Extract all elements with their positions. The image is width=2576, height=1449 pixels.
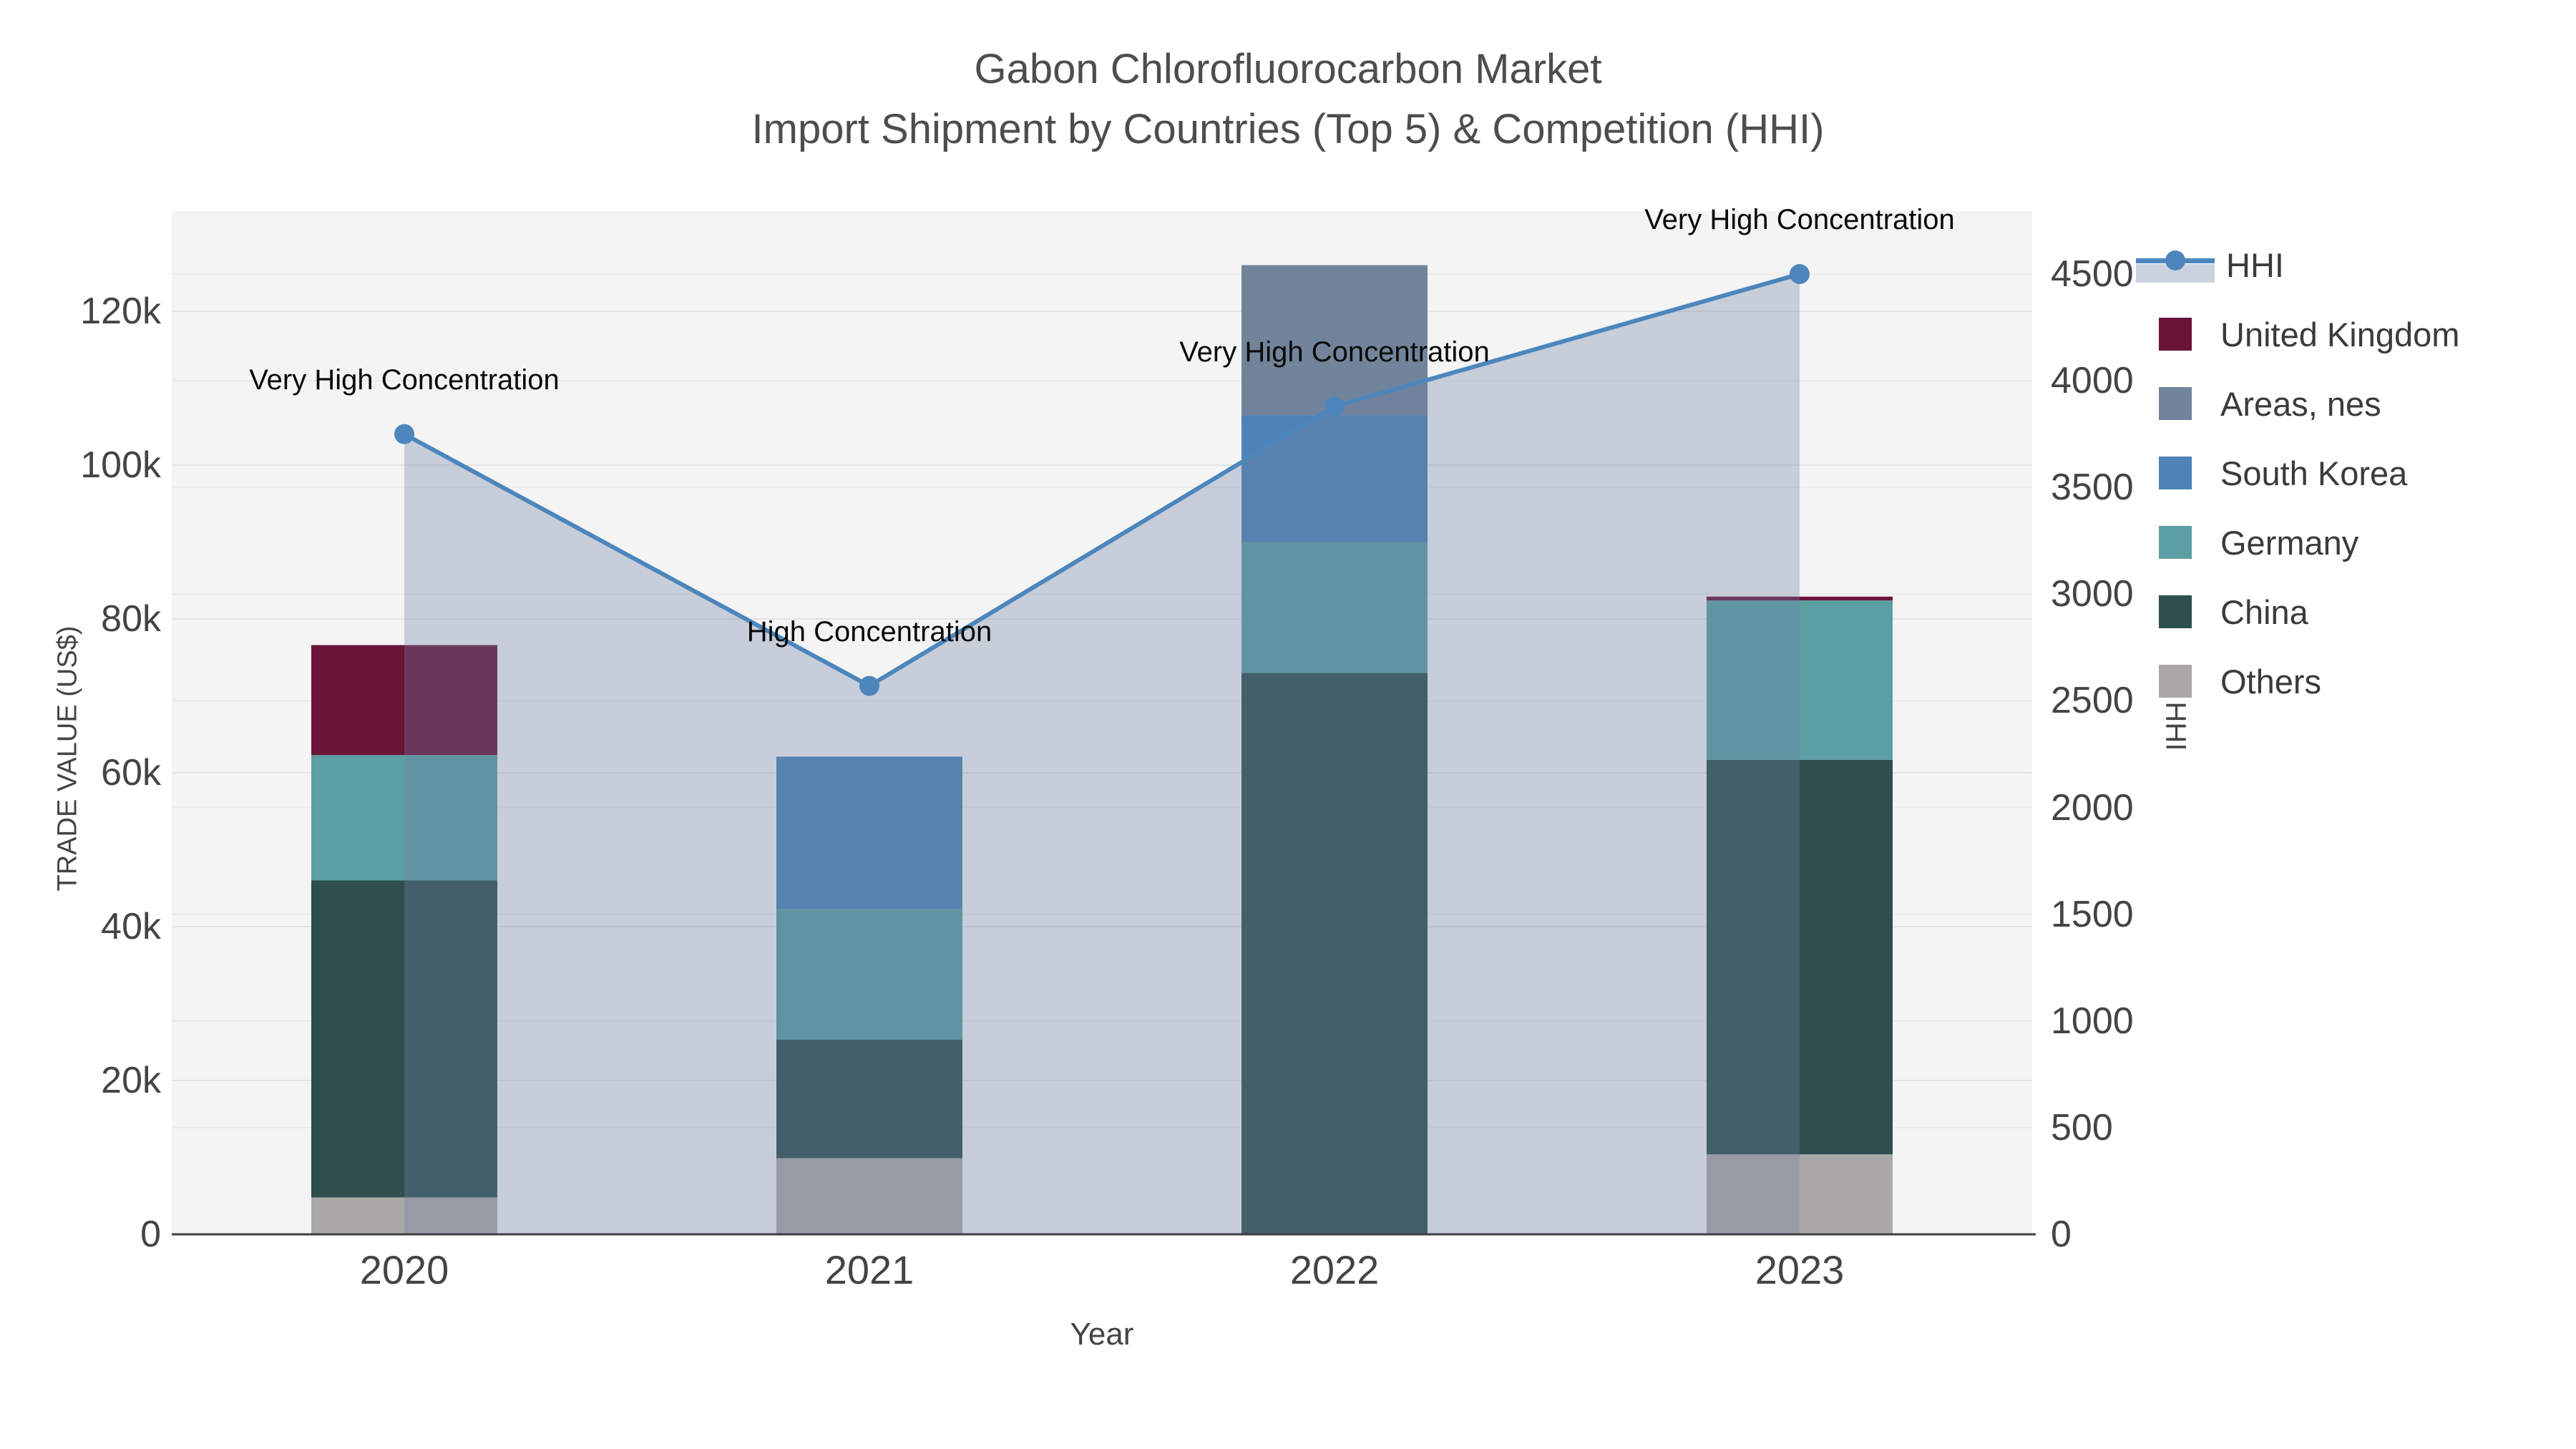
legend-item-south-korea[interactable]: South Korea [2136,444,2407,502]
legend-swatch-icon [2159,526,2192,559]
annotation-2021: High Concentration [746,615,992,648]
bar-segment-china-2020[interactable] [311,880,497,1198]
chart-title: Gabon Chlorofluorocarbon Market Import S… [0,39,2576,160]
y-right-tick-label: 1000 [2051,1000,2134,1042]
y-left-tick-label: 20k [101,1060,161,1101]
y-right-tick-label: 3500 [2051,467,2134,509]
x-tick-label-2021: 2021 [824,1247,914,1292]
legend-label: Others [2220,662,2322,701]
legend-swatch-icon [2159,318,2192,351]
hhi-marker-2020[interactable] [394,424,414,444]
legend-item-areas-nes[interactable]: Areas, nes [2136,375,2381,432]
y-right-tick-label: 0 [2051,1214,2072,1255]
legend-label: United Kingdom [2220,315,2460,353]
legend-item-others[interactable]: Others [2136,653,2321,710]
bar-segment-others-2021[interactable] [776,1158,962,1234]
legend-item-germany[interactable]: Germany [2136,514,2358,571]
bar-segment-china-2021[interactable] [776,1040,962,1158]
y-left-tick-label: 100k [80,444,161,486]
bar-segment-south-korea-2022[interactable] [1241,415,1428,542]
y-right-tick-label: 2500 [2051,680,2134,722]
legend-label: South Korea [2220,454,2408,492]
bar-segment-germany-2020[interactable] [311,755,497,881]
annotation-2023: Very High Concentration [1644,204,1955,235]
legend-label: Areas, nes [2220,384,2381,423]
y-right-tick-label: 4000 [2051,360,2134,402]
bar-segment-china-2022[interactable] [1241,673,1428,1234]
legend-label: Germany [2220,523,2359,562]
x-tick-label-2023: 2023 [1755,1247,1845,1292]
legend-label: China [2220,592,2308,631]
bar-segment-germany-2021[interactable] [776,909,962,1040]
legend-label: HHI [2226,245,2284,284]
y-right-tick-label: 2000 [2051,786,2134,829]
legend-item-china[interactable]: China [2136,583,2308,640]
annotation-2022: Very High Concentration [1179,336,1490,368]
hhi-marker-icon [2165,250,2185,270]
y-right-tick-label: 4500 [2051,253,2134,295]
x-tick-label-2020: 2020 [359,1247,449,1292]
y-left-tick-label: 80k [101,598,161,640]
legend-swatch-icon [2159,595,2192,628]
y-left-tick-label: 120k [80,291,161,332]
bar-segment-united-kingdom-2020[interactable] [311,645,497,756]
bar-segment-united-kingdom-2023[interactable] [1707,596,1893,601]
hhi-marker-2022[interactable] [1324,396,1345,416]
hhi-marker-2023[interactable] [1790,264,1810,284]
bar-segment-germany-2023[interactable] [1707,600,1893,760]
y-left-tick-label: 40k [101,906,161,947]
y-right-tick-label: 500 [2051,1106,2113,1148]
x-tick-label-2022: 2022 [1289,1247,1380,1292]
y-right-tick-label: 1500 [2051,893,2134,935]
y-axis-left-title: TRADE VALUE (US$) [52,625,83,892]
legend-swatch-icon [2159,457,2192,489]
bar-segment-others-2020[interactable] [311,1197,497,1234]
y-left-tick-label: 60k [101,752,161,794]
legend-swatch-icon [2159,387,2192,420]
bar-segment-china-2023[interactable] [1707,759,1893,1155]
bar-segment-germany-2022[interactable] [1241,542,1428,673]
hhi-marker-2021[interactable] [859,675,879,696]
y-left-tick-label: 0 [140,1214,161,1255]
x-axis-title: Year [1070,1317,1134,1352]
legend-item-hhi[interactable]: HHI [2136,236,2284,293]
bar-segment-others-2023[interactable] [1707,1154,1893,1234]
legend-swatch-icon [2159,665,2192,698]
chart-title-line1: Gabon Chlorofluorocarbon Market [974,46,1602,92]
chart-title-line2: Import Shipment by Countries (Top 5) & C… [751,106,1825,152]
y-right-tick-label: 3000 [2051,573,2134,615]
legend-item-united-kingdom[interactable]: United Kingdom [2136,306,2459,363]
hhi-line [403,272,1800,689]
hhi-line-icon [2136,248,2215,283]
bar-segment-south-korea-2021[interactable] [776,756,962,909]
hhi-area-fill [404,274,1800,1234]
annotation-2020: Very High Concentration [249,364,560,396]
